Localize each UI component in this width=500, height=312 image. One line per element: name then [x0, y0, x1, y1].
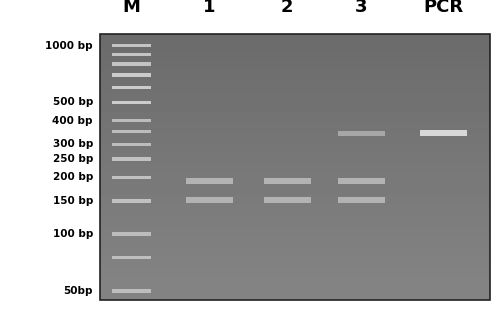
Text: 300 bp: 300 bp [52, 139, 93, 149]
Bar [264, 178, 310, 184]
Text: 2: 2 [281, 0, 293, 16]
Bar [264, 197, 310, 203]
Bar [112, 176, 150, 179]
Bar [112, 53, 150, 56]
Text: 250 bp: 250 bp [52, 154, 93, 164]
Bar [186, 197, 232, 203]
Text: 500 bp: 500 bp [52, 97, 93, 107]
Text: 50bp: 50bp [64, 286, 93, 296]
Bar [186, 178, 232, 184]
Bar [112, 86, 150, 89]
Bar [112, 44, 150, 47]
Text: 1000 bp: 1000 bp [46, 41, 93, 51]
Text: 400 bp: 400 bp [52, 116, 93, 126]
Bar [112, 232, 150, 236]
Text: 1: 1 [203, 0, 215, 16]
Bar [112, 73, 150, 77]
Bar [112, 101, 150, 104]
Bar [112, 130, 150, 134]
Bar [338, 178, 384, 184]
Text: 200 bp: 200 bp [52, 173, 93, 183]
Bar [112, 289, 150, 293]
Text: 150 bp: 150 bp [52, 196, 93, 206]
Bar [112, 256, 150, 260]
Bar [338, 197, 384, 203]
Text: 3: 3 [355, 0, 368, 16]
Bar [420, 130, 467, 136]
Bar [112, 199, 150, 203]
Bar [112, 119, 150, 123]
Bar [338, 131, 384, 136]
Bar [112, 62, 150, 66]
Text: 100 bp: 100 bp [52, 229, 93, 239]
Bar [112, 158, 150, 161]
Bar [112, 143, 150, 146]
Text: PCR: PCR [423, 0, 464, 16]
Text: M: M [122, 0, 140, 16]
